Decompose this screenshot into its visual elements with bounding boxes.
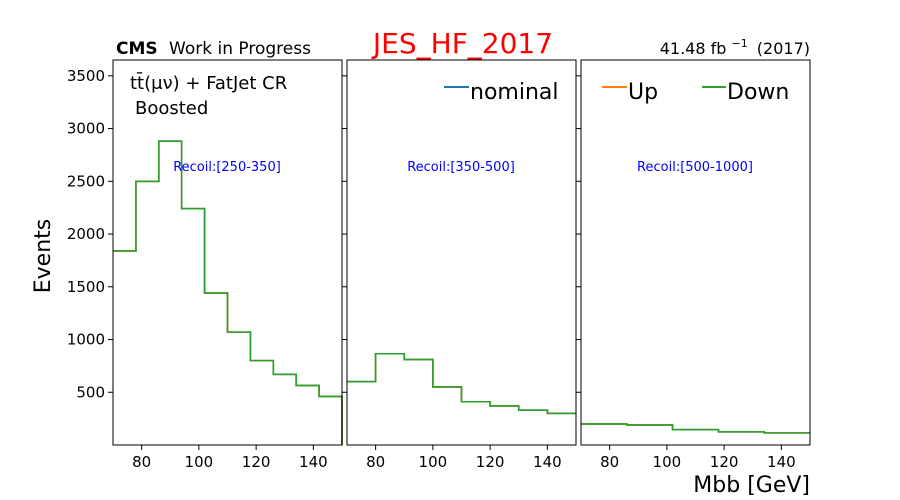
legend-nominal-label: nominal bbox=[470, 80, 558, 105]
x-tick-label: 140 bbox=[533, 453, 562, 471]
axes-frame-panel-3 bbox=[580, 59, 811, 446]
y-tick-label: 3000 bbox=[67, 120, 105, 138]
region-label-panel-2: Recoil:[350-500] bbox=[407, 160, 515, 175]
legend-nominal: nominal bbox=[444, 80, 558, 105]
series-nominal-line-panel-2 bbox=[347, 352, 576, 415]
region-label-panel-1: Recoil:[250-350] bbox=[173, 160, 281, 175]
y-axis-label: Events bbox=[31, 219, 56, 294]
y-tick-label: 2500 bbox=[67, 172, 105, 190]
y-tick-label: 2000 bbox=[67, 225, 105, 243]
x-tick-label: 100 bbox=[653, 453, 682, 471]
series-up-line-panel-2 bbox=[347, 352, 576, 415]
series-up-line-panel-3 bbox=[581, 423, 810, 434]
panel-2: 80 100 120 140 Recoil:[350-500] bbox=[342, 59, 577, 471]
x-tick-label: 120 bbox=[242, 453, 271, 471]
cms-bold: CMS bbox=[116, 39, 158, 59]
x-tick-label: 80 bbox=[600, 453, 619, 471]
cms-label: CMS Work in Progress bbox=[116, 39, 311, 59]
lumi-period: (2017) bbox=[757, 39, 810, 58]
series-down-line-panel-2 bbox=[347, 352, 576, 415]
x-axis-label: Mbb [GeV] bbox=[693, 473, 810, 498]
lumi-exponent: −1 bbox=[731, 37, 747, 50]
legend-down: Down bbox=[702, 80, 789, 105]
y-tick-label: 1500 bbox=[67, 278, 105, 296]
y-tick-label: 1000 bbox=[67, 331, 105, 349]
panel-3: 80 100 120 140 Recoil:[500-1000] bbox=[576, 59, 811, 471]
x-tick-label: 120 bbox=[476, 453, 505, 471]
series-nominal-line-panel-3 bbox=[581, 423, 810, 434]
axes-frame-panel-1 bbox=[112, 59, 343, 446]
x-tick-label: 140 bbox=[299, 453, 328, 471]
legend-up: Up bbox=[602, 80, 658, 105]
plot-title: JES_HF_2017 bbox=[371, 27, 553, 60]
axes-frame-panel-2 bbox=[346, 59, 577, 446]
panels: 80 100 120 140 500 1000 1500 2000 2500 3000 3500 Re… bbox=[67, 59, 811, 471]
process-label: tt̄(μν) + FatJet CR bbox=[130, 72, 287, 94]
legend-up-label: Up bbox=[628, 80, 658, 105]
y-tick-label: 500 bbox=[76, 383, 105, 401]
y-tick-label: 3500 bbox=[67, 67, 105, 85]
x-tick-label: 100 bbox=[185, 453, 214, 471]
series-down-line-panel-1 bbox=[113, 140, 343, 445]
x-tick-label: 120 bbox=[710, 453, 739, 471]
x-tick-label: 140 bbox=[767, 453, 796, 471]
panel-1: 80 100 120 140 500 1000 1500 2000 2500 3000 3500 Re… bbox=[67, 59, 343, 471]
x-tick-label: 80 bbox=[132, 453, 151, 471]
x-tick-label: 80 bbox=[366, 453, 385, 471]
lumi-label: 41.48 fb −1 (2017) bbox=[660, 32, 810, 58]
lumi-value: 41.48 fb bbox=[660, 39, 727, 58]
x-tick-label: 100 bbox=[419, 453, 448, 471]
category-label: Boosted bbox=[135, 98, 208, 119]
cms-status: Work in Progress bbox=[169, 39, 311, 59]
legend-down-label: Down bbox=[727, 80, 789, 105]
region-label-panel-3: Recoil:[500-1000] bbox=[637, 160, 753, 175]
series-down-line-panel-3 bbox=[581, 423, 810, 434]
